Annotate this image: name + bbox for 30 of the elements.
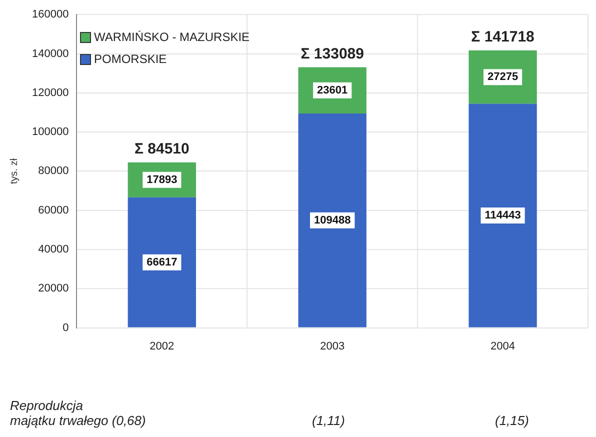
y-tick-label: 140000 [32, 48, 69, 60]
data-label: 66617 [146, 256, 178, 268]
total-label: Σ 133089 [300, 45, 364, 62]
y-tick-label: 120000 [32, 86, 69, 99]
y-tick-label: 100000 [32, 126, 69, 138]
total-label: Σ 141718 [471, 28, 534, 46]
text: Reprodukcja majątku trwałego (0,68) [10, 398, 146, 428]
data-label: 23601 [317, 84, 348, 96]
legend-label: WARMIŃSKO - MAZURSKIE [94, 30, 250, 44]
legend-label: POMORSKIE [94, 52, 167, 66]
bar [298, 113, 366, 328]
y-tick-label: 0 [62, 322, 69, 334]
y-axis-title: tys. zł [8, 158, 20, 184]
data-label: 17893 [146, 174, 178, 186]
bar [128, 197, 196, 328]
y-tick-label: 40000 [38, 244, 69, 256]
x-tick-label: 2003 [320, 340, 345, 352]
x-tick-label: 2002 [150, 340, 174, 352]
y-tick-label: 20000 [38, 282, 69, 295]
bar [468, 104, 537, 328]
y-tick-label: 60000 [38, 204, 69, 216]
y-tick-label: 80000 [38, 165, 69, 178]
data-label: 27275 [487, 71, 518, 84]
data-label: 109488 [314, 214, 351, 226]
data-label: 114443 [484, 210, 521, 222]
text: (1,15) [495, 413, 529, 428]
y-tick-label: 160000 [32, 8, 69, 21]
text: (1,11) [312, 413, 345, 428]
x-tick-label: 2004 [490, 340, 516, 352]
total-label: Σ 84510 [134, 140, 190, 158]
